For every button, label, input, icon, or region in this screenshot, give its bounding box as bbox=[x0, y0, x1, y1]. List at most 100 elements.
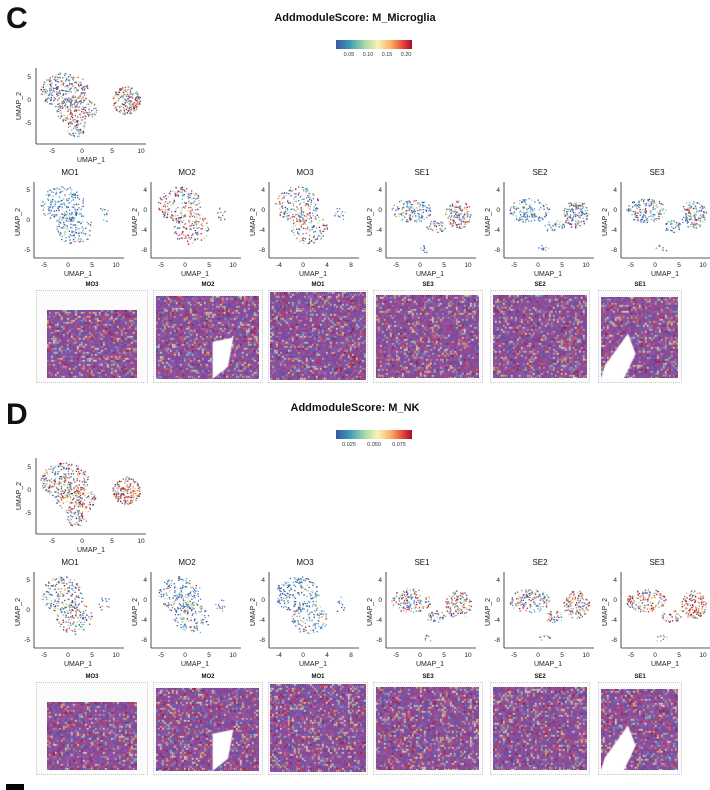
umap-point bbox=[685, 215, 687, 217]
umap-point bbox=[663, 211, 665, 213]
umap-point bbox=[70, 609, 72, 611]
umap-point bbox=[44, 593, 46, 596]
umap-point bbox=[188, 599, 190, 601]
umap-point bbox=[65, 621, 67, 623]
umap-point bbox=[81, 514, 83, 517]
umap-point bbox=[302, 239, 304, 241]
umap-point bbox=[397, 206, 399, 208]
umap-point bbox=[124, 86, 127, 88]
umap-point bbox=[58, 231, 60, 234]
umap-point bbox=[69, 217, 71, 219]
umap-point bbox=[131, 477, 133, 479]
umap-point bbox=[59, 482, 61, 484]
umap-point bbox=[69, 83, 71, 85]
umap-point bbox=[178, 597, 180, 599]
umap-point bbox=[46, 212, 48, 215]
umap-point bbox=[313, 616, 315, 619]
umap-point bbox=[699, 214, 701, 217]
umap-point bbox=[283, 589, 285, 591]
umap-point bbox=[198, 197, 200, 199]
umap-point bbox=[91, 499, 94, 501]
umap-point bbox=[53, 210, 55, 212]
umap-point bbox=[42, 475, 44, 477]
umap-point bbox=[288, 206, 290, 208]
umap-point bbox=[300, 619, 302, 622]
ytick: -4 bbox=[494, 227, 500, 234]
umap-point bbox=[689, 213, 692, 216]
umap-point bbox=[295, 200, 297, 203]
umap-point bbox=[191, 601, 193, 603]
umap-point bbox=[77, 90, 79, 92]
umap-point bbox=[119, 109, 121, 111]
umap-point bbox=[68, 122, 71, 125]
umap-point bbox=[519, 214, 522, 216]
umap-point bbox=[67, 122, 70, 124]
umap-point bbox=[313, 583, 316, 585]
umap-point bbox=[406, 202, 408, 204]
umap-point bbox=[42, 86, 44, 88]
umap-point bbox=[703, 215, 705, 218]
umap-point bbox=[189, 603, 191, 605]
ytick: 4 bbox=[378, 187, 382, 194]
umap-point bbox=[63, 240, 65, 243]
umap-point bbox=[53, 483, 56, 485]
umap-point bbox=[58, 501, 60, 503]
umap-point bbox=[74, 113, 76, 115]
umap-point bbox=[82, 101, 84, 103]
umap-point bbox=[413, 200, 415, 202]
umap-point bbox=[671, 230, 673, 232]
umap-point bbox=[200, 621, 203, 623]
umap-point bbox=[71, 113, 73, 115]
umap-point bbox=[293, 234, 296, 236]
umap-point bbox=[161, 205, 163, 207]
umap-point bbox=[199, 218, 201, 220]
umap-point bbox=[87, 492, 89, 495]
umap-point bbox=[59, 95, 61, 97]
umap-point bbox=[281, 205, 283, 207]
umap-point bbox=[293, 193, 295, 195]
umap-point bbox=[279, 195, 281, 197]
umap-point bbox=[413, 220, 415, 222]
umap-point bbox=[124, 102, 126, 104]
colorbar-tick: 0.075 bbox=[392, 442, 406, 448]
umap-point bbox=[586, 207, 588, 209]
umap-point bbox=[294, 581, 296, 583]
umap-point bbox=[296, 212, 298, 214]
umap-point bbox=[462, 217, 464, 219]
umap-point bbox=[292, 213, 294, 215]
umap-point bbox=[528, 198, 530, 200]
umap-point bbox=[190, 626, 192, 628]
umap-point bbox=[703, 206, 705, 208]
umap-point bbox=[699, 220, 701, 222]
umap-point bbox=[58, 499, 61, 501]
umap-point bbox=[543, 205, 545, 208]
umap-point bbox=[191, 223, 193, 225]
umap-point bbox=[45, 98, 47, 100]
umap-point bbox=[74, 96, 76, 98]
umap-point bbox=[693, 201, 695, 203]
umap-point bbox=[419, 204, 421, 206]
umap-point bbox=[301, 590, 304, 593]
umap-point bbox=[303, 590, 305, 592]
umap-point bbox=[60, 476, 62, 478]
umap-point bbox=[203, 218, 205, 220]
umap-point bbox=[65, 228, 67, 230]
umap-point bbox=[81, 106, 84, 108]
umap-point bbox=[68, 585, 70, 587]
umap-point bbox=[315, 628, 317, 630]
umap-point bbox=[64, 490, 67, 492]
umap-point bbox=[50, 593, 52, 596]
umap-point bbox=[80, 499, 82, 501]
umap-point bbox=[289, 202, 292, 204]
umap-point bbox=[401, 212, 403, 214]
umap-point bbox=[63, 476, 66, 479]
umap-point bbox=[71, 588, 73, 590]
umap-point bbox=[74, 513, 76, 515]
umap-point bbox=[301, 625, 303, 627]
umap-point bbox=[134, 106, 137, 108]
umap-point bbox=[75, 99, 77, 101]
umap-point bbox=[71, 227, 73, 229]
umap-point bbox=[535, 215, 537, 217]
umap-point bbox=[54, 473, 56, 475]
umap-point bbox=[647, 220, 649, 222]
